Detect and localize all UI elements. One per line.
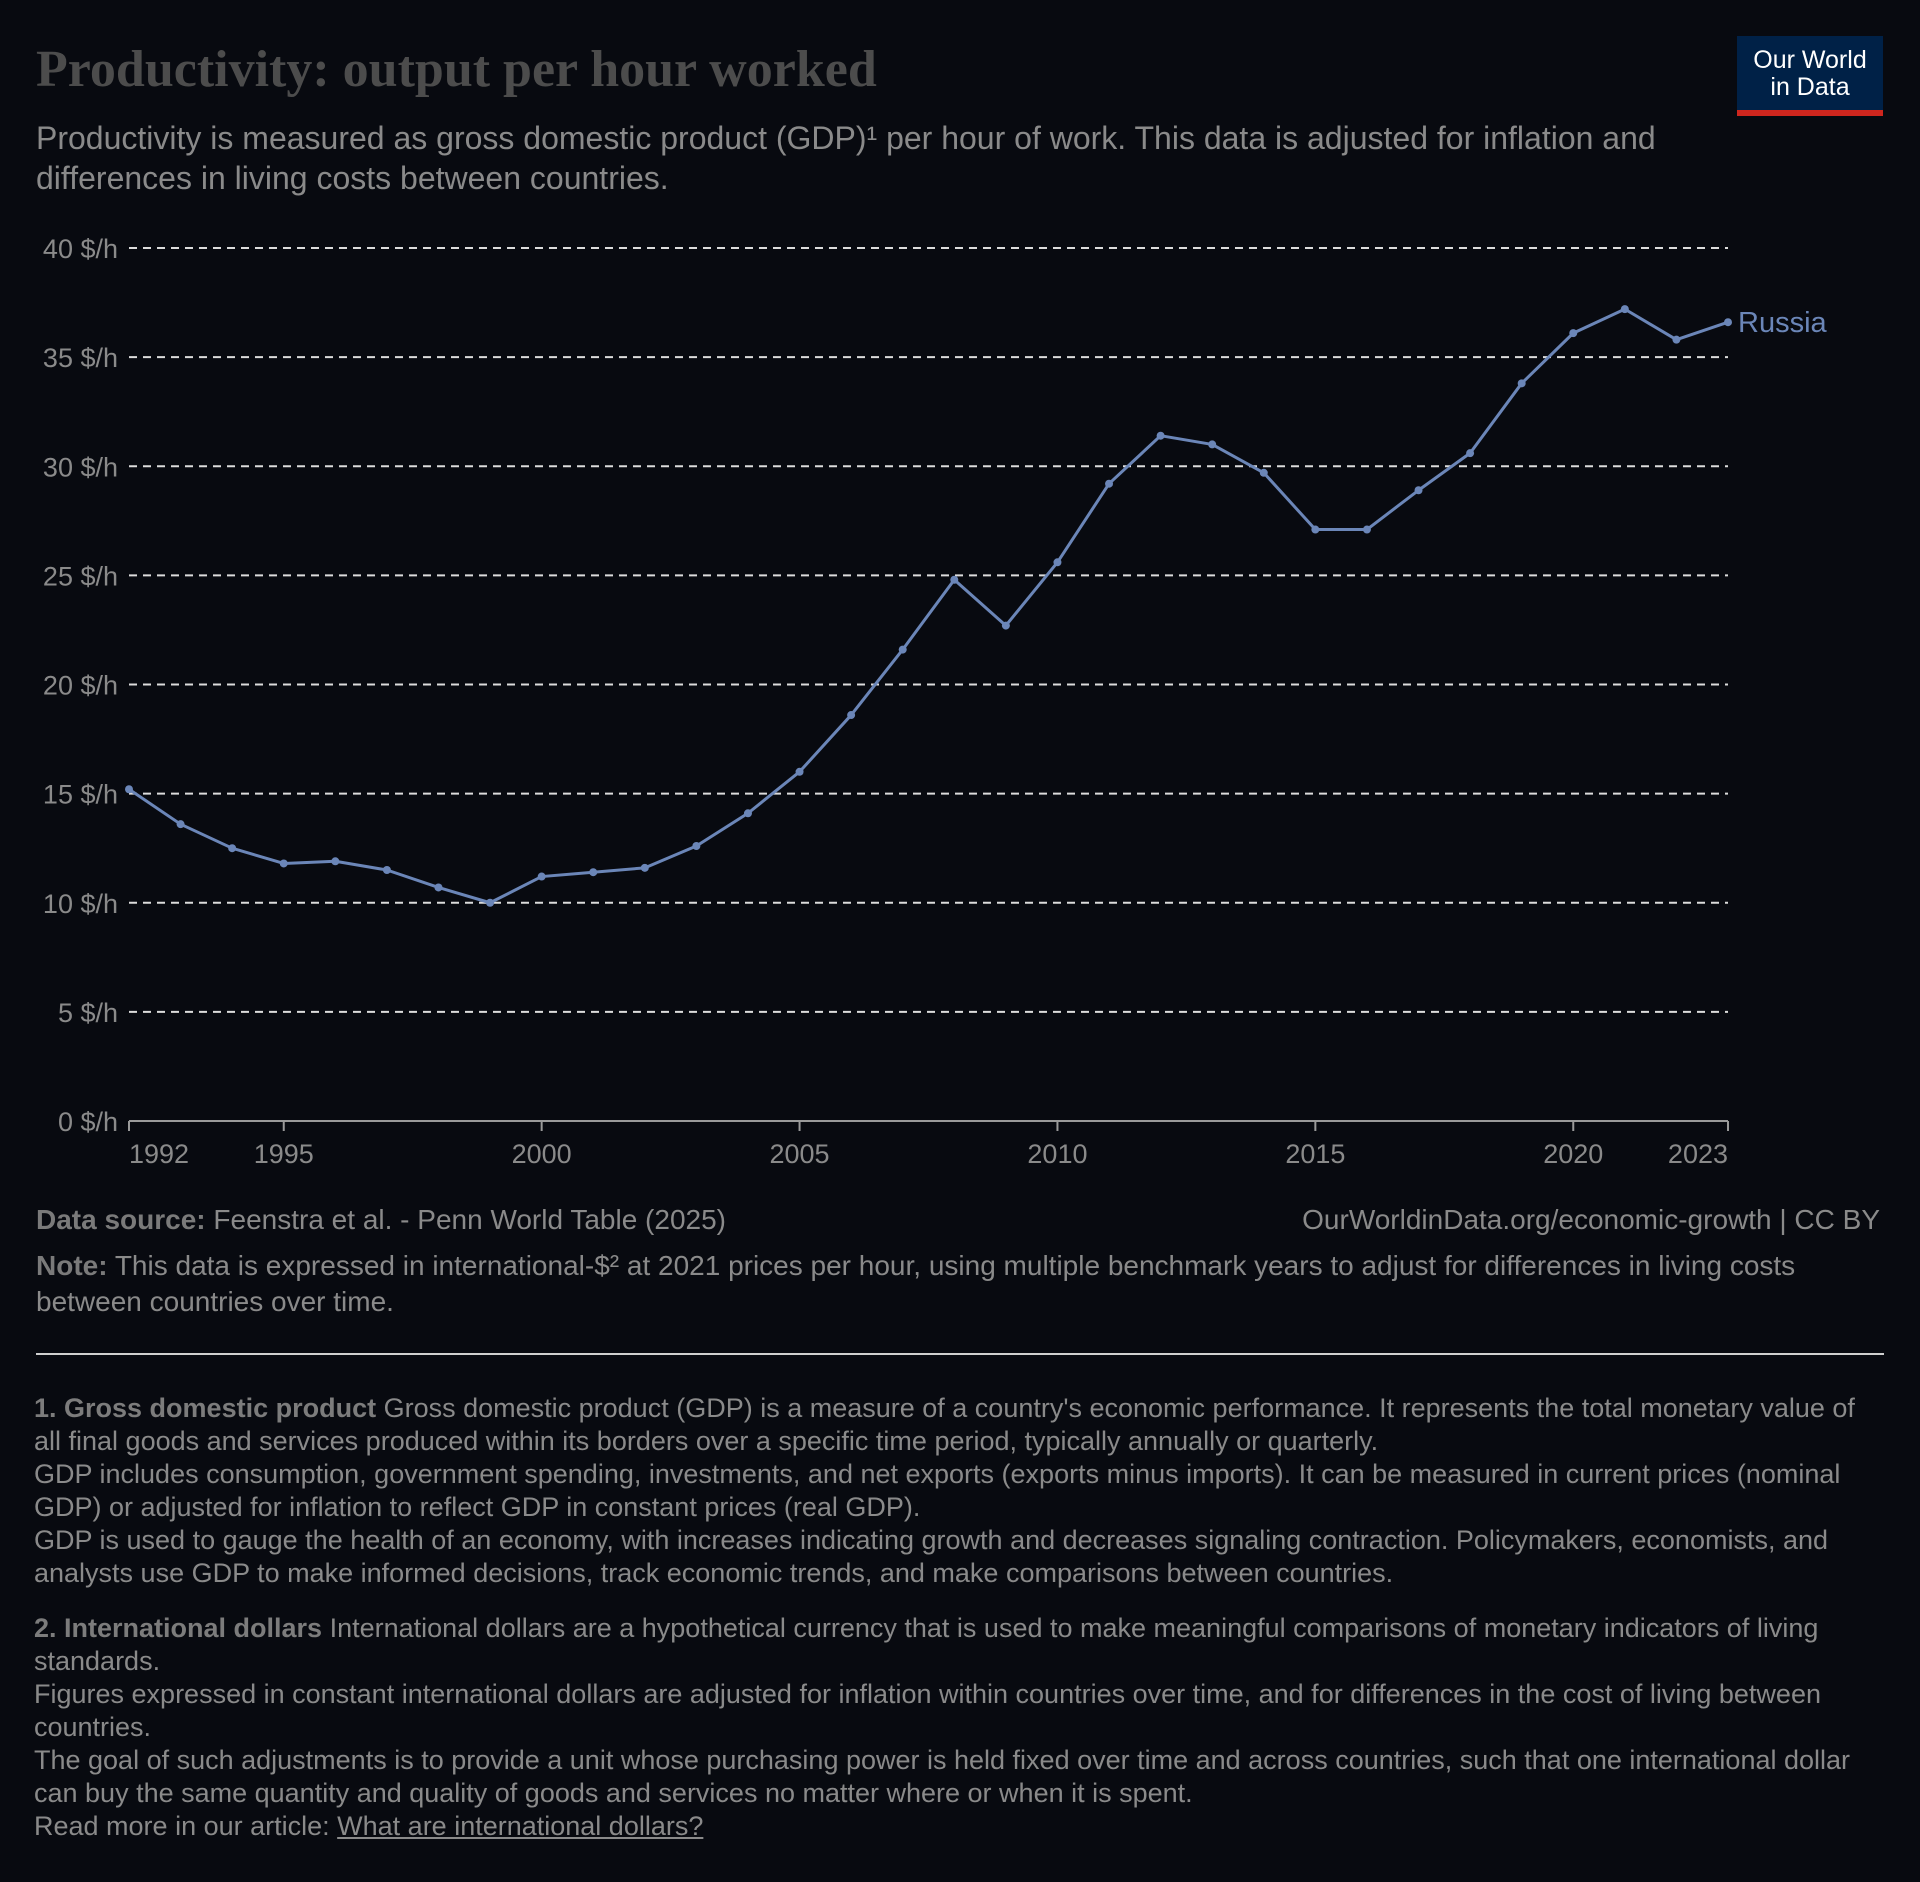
data-point [1259, 468, 1268, 477]
x-tick-label: 1992 [129, 1139, 189, 1169]
series-line [128, 307, 1729, 905]
data-point [1569, 329, 1578, 338]
data-point [847, 711, 856, 720]
data-point [1466, 449, 1475, 458]
note: Note: This data is expressed in internat… [36, 1248, 1836, 1320]
data-point [589, 868, 598, 877]
footnote-gdp-label: 1. Gross domestic product [34, 1393, 377, 1423]
y-tick-label: 5 $/h [58, 998, 118, 1028]
x-tick-label: 2020 [1543, 1139, 1603, 1169]
logo-line-1: Our World [1753, 46, 1867, 74]
owid-logo[interactable]: Our World in Data [1737, 36, 1883, 116]
chart-subtitle: Productivity is measured as gross domest… [36, 120, 1656, 196]
data-point [486, 898, 495, 907]
data-point [1672, 335, 1681, 344]
logo-accent-bar [1737, 110, 1883, 116]
x-tick-label: 2005 [770, 1139, 830, 1169]
footnote-intl-p3: The goal of such adjustments is to provi… [34, 1745, 1851, 1808]
data-point [1053, 558, 1062, 567]
data-point [1105, 479, 1114, 488]
data-point [795, 767, 804, 776]
data-point [640, 863, 649, 872]
series-label: Russia [1738, 307, 1828, 339]
data-point [743, 809, 752, 818]
data-point [1156, 431, 1165, 440]
footnote-intl-p2: Figures expressed in constant internatio… [34, 1679, 1821, 1742]
footnote-intl-label: 2. International dollars [34, 1613, 323, 1643]
y-tick-label: 35 $/h [43, 343, 118, 373]
data-point [1517, 379, 1526, 388]
note-text: This data is expressed in international-… [36, 1250, 1796, 1317]
divider [36, 1353, 1884, 1355]
data-point [382, 866, 391, 875]
footnote-gdp-p3: GDP is used to gauge the health of an ec… [34, 1525, 1828, 1588]
data-point [279, 859, 288, 868]
x-tick-label: 2023 [1668, 1139, 1728, 1169]
y-tick-label: 20 $/h [43, 671, 118, 701]
y-tick-label: 15 $/h [43, 780, 118, 810]
footnote-gdp: 1. Gross domestic product Gross domestic… [34, 1392, 1874, 1590]
footnote-gdp-p2: GDP includes consumption, government spe… [34, 1459, 1841, 1522]
logo-line-2: in Data [1770, 73, 1850, 101]
data-point [1311, 525, 1320, 534]
data-point [537, 872, 546, 881]
y-tick-label: 25 $/h [43, 561, 118, 591]
data-point [125, 785, 133, 794]
footnote-intl-dollars: 2. International dollars International d… [34, 1612, 1874, 1843]
read-more-link[interactable]: What are international dollars? [337, 1811, 704, 1841]
x-tick-label: 2010 [1027, 1139, 1087, 1169]
data-point [176, 820, 185, 829]
x-tick-label: 2015 [1285, 1139, 1345, 1169]
data-source: Data source: Feenstra et al. - Penn Worl… [36, 1202, 726, 1238]
data-point [1414, 486, 1423, 495]
data-point [331, 857, 340, 866]
footnote-intl-p1: International dollars are a hypothetical… [34, 1613, 1819, 1676]
data-point [1001, 621, 1010, 630]
data-point [950, 575, 959, 584]
y-tick-label: 10 $/h [43, 889, 118, 919]
data-source-text: Feenstra et al. - Penn World Table (2025… [213, 1204, 726, 1235]
data-point [1208, 440, 1217, 449]
y-tick-label: 40 $/h [43, 234, 118, 264]
data-source-label: Data source: [36, 1204, 206, 1235]
data-point [1362, 525, 1371, 534]
data-point [692, 842, 701, 851]
footnote-gdp-p1: Gross domestic product (GDP) is a measur… [34, 1393, 1855, 1456]
y-tick-label: 30 $/h [43, 452, 118, 482]
y-tick-label: 0 $/h [58, 1107, 118, 1137]
x-tick-label: 1995 [254, 1139, 314, 1169]
source-url[interactable]: OurWorldinData.org/economic-growth | CC … [1302, 1204, 1880, 1235]
x-tick-label: 2000 [512, 1139, 572, 1169]
chart-title: Productivity: output per hour worked [36, 41, 877, 98]
data-point [434, 883, 443, 892]
read-more-prefix: Read more in our article: [34, 1811, 330, 1841]
note-label: Note: [36, 1250, 108, 1281]
line-chart: 0 $/h 5 $/h 10 $/h 15 $/h 20 $/h 25 $/h 30 $/h… [43, 234, 1828, 1169]
data-point [898, 645, 907, 654]
data-point [228, 844, 237, 853]
data-point [1724, 318, 1732, 327]
data-point [1620, 305, 1629, 314]
